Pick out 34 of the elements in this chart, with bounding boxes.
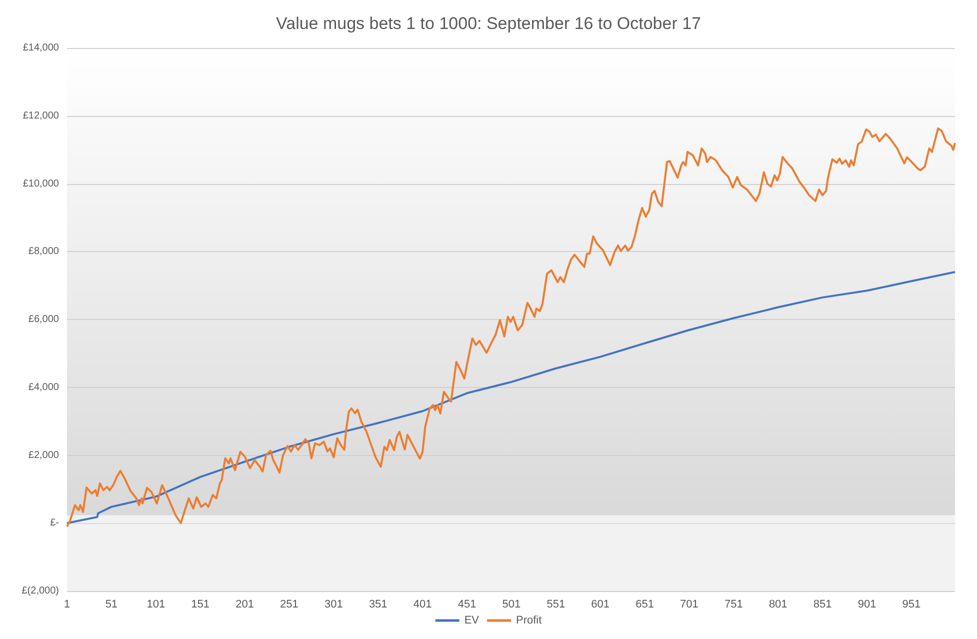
y-tick-label: £-	[50, 518, 59, 529]
x-tick-label: 1	[64, 598, 70, 610]
y-tick-label: £6,000	[28, 314, 60, 325]
x-tick-label: 501	[502, 598, 521, 610]
y-tick-label: £4,000	[28, 382, 60, 393]
x-tick-label: 201	[236, 598, 254, 610]
x-tick-label: 851	[813, 598, 832, 610]
y-tick-label: £14,000	[22, 42, 60, 54]
x-tick-label: 51	[105, 598, 118, 610]
x-tick-label: 951	[902, 598, 921, 610]
x-tick-label: 401	[413, 598, 432, 610]
x-tick-label: 601	[591, 598, 610, 610]
x-tick-label: 801	[768, 598, 788, 610]
x-tick-label: 351	[368, 598, 388, 610]
x-tick-label: 551	[546, 598, 566, 610]
legend-label: Profit	[516, 614, 542, 626]
x-tick-label: 151	[191, 598, 210, 610]
x-tick-label: 251	[280, 598, 298, 610]
x-tick-label: 101	[146, 598, 166, 610]
x-tick-label: 451	[458, 598, 476, 610]
x-tick-label: 751	[724, 598, 743, 610]
y-tick-label: £10,000	[22, 178, 60, 190]
y-tick-label: £2,000	[28, 450, 60, 461]
x-tick-label: 901	[858, 598, 876, 610]
line-series	[66, 270, 956, 524]
y-tick-label: £8,000	[28, 246, 60, 258]
chart-title: Value mugs bets 1 to 1000: September 16 to October 17	[276, 14, 701, 33]
line-series	[66, 127, 956, 528]
x-tick-label: 651	[636, 598, 654, 610]
x-tick-label: 701	[680, 598, 698, 610]
y-tick-label: £(2,000)	[22, 586, 59, 596]
x-tick-label: 301	[324, 598, 343, 610]
legend-label: EV	[464, 614, 480, 626]
y-tick-label: £12,000	[22, 110, 60, 122]
